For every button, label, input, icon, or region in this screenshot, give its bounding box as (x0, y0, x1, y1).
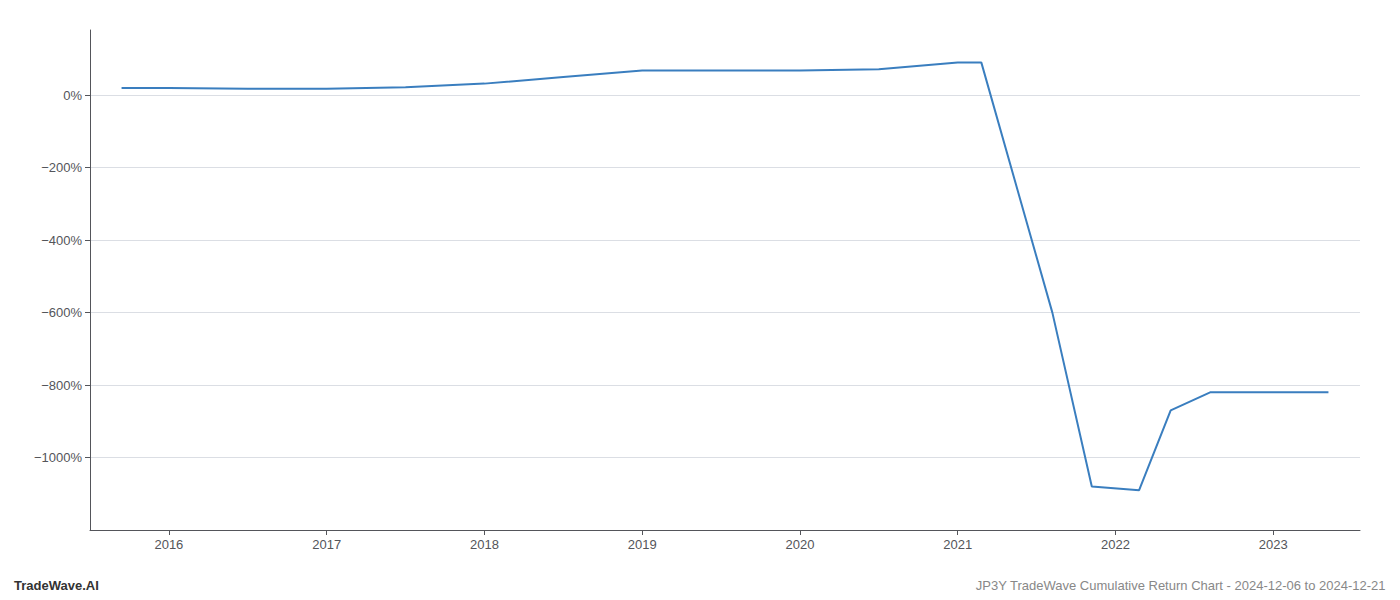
svg-text:2020: 2020 (785, 537, 814, 552)
svg-text:2019: 2019 (628, 537, 657, 552)
svg-text:−1000%: −1000% (34, 450, 83, 465)
svg-text:2022: 2022 (1101, 537, 1130, 552)
svg-text:JP3Y TradeWave Cumulative Retu: JP3Y TradeWave Cumulative Return Chart -… (976, 578, 1386, 593)
svg-text:2023: 2023 (1259, 537, 1288, 552)
svg-text:−200%: −200% (41, 160, 82, 175)
svg-text:2021: 2021 (943, 537, 972, 552)
svg-text:−800%: −800% (41, 378, 82, 393)
svg-text:0%: 0% (63, 88, 82, 103)
svg-text:2017: 2017 (312, 537, 341, 552)
svg-text:2016: 2016 (154, 537, 183, 552)
svg-text:−400%: −400% (41, 233, 82, 248)
svg-text:2018: 2018 (470, 537, 499, 552)
svg-text:TradeWave.AI: TradeWave.AI (14, 578, 99, 593)
svg-text:−600%: −600% (41, 305, 82, 320)
